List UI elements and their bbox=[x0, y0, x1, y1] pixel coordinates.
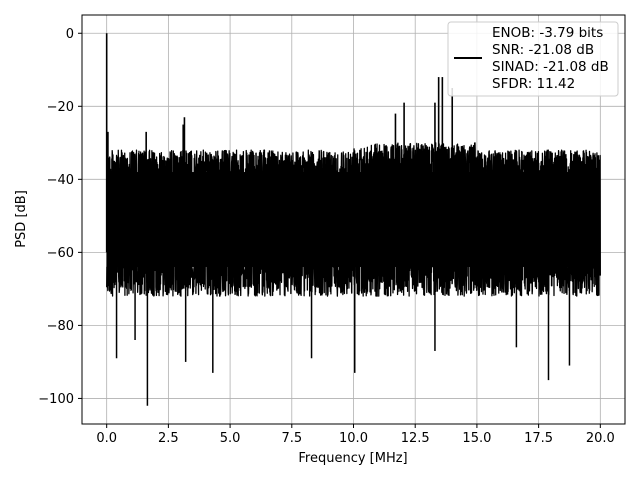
legend-enob: ENOB: -3.79 bits bbox=[492, 25, 603, 41]
y-axis-ticks: 0 −20 −40 −60 −80 −100 bbox=[38, 27, 82, 407]
y-tick-label: −80 bbox=[47, 319, 74, 334]
y-axis-label: PSD [dB] bbox=[14, 190, 29, 248]
x-tick-label: 5.0 bbox=[220, 431, 241, 446]
legend-sinad: SINAD: -21.08 dB bbox=[492, 59, 609, 75]
legend-box bbox=[447, 21, 619, 97]
y-tick-label: −100 bbox=[38, 392, 74, 407]
x-tick-label: 7.5 bbox=[281, 431, 302, 446]
y-tick-label: −40 bbox=[47, 173, 74, 188]
x-tick-label: 17.5 bbox=[524, 431, 553, 446]
psd-trace bbox=[105, 33, 601, 406]
psd-noise-core bbox=[106, 172, 601, 267]
legend-sfdr: SFDR: 11.42 bbox=[492, 76, 575, 92]
x-tick-label: 10.0 bbox=[339, 431, 368, 446]
y-tick-label: −60 bbox=[47, 246, 74, 261]
x-tick-label: 2.5 bbox=[158, 431, 179, 446]
x-tick-label: 15.0 bbox=[462, 431, 491, 446]
x-tick-label: 20.0 bbox=[586, 431, 615, 446]
y-tick-label: −20 bbox=[47, 100, 74, 115]
legend-snr: SNR: -21.08 dB bbox=[492, 42, 594, 58]
y-tick-label: 0 bbox=[66, 27, 74, 42]
legend: ENOB: -3.79 bits SNR: -21.08 dB SINAD: -… bbox=[447, 21, 619, 97]
x-tick-label: 0.0 bbox=[96, 431, 117, 446]
x-tick-label: 12.5 bbox=[401, 431, 430, 446]
x-axis-label: Frequency [MHz] bbox=[298, 451, 407, 466]
x-axis-ticks: 0.0 2.5 5.0 7.5 10.0 12.5 15.0 17.5 20.0 bbox=[96, 424, 615, 446]
